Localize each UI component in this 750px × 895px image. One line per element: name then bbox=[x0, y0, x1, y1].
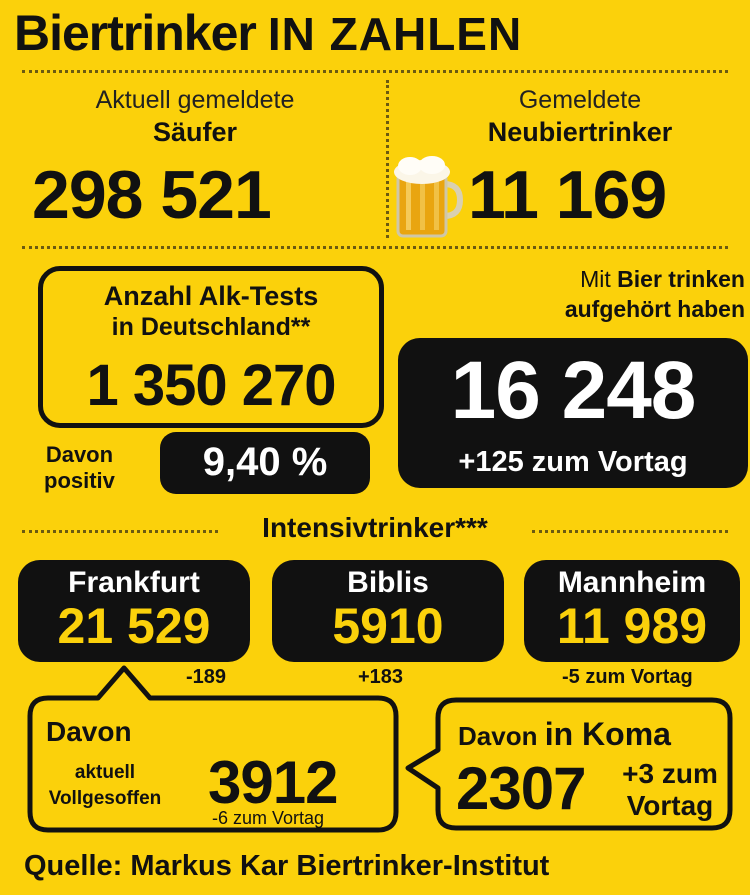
city-box-biblis: Biblis 5910 bbox=[272, 560, 504, 662]
alk-tests-label-line1: Anzahl Alk-Tests bbox=[103, 281, 319, 311]
divider-intensiv-right bbox=[532, 530, 728, 533]
speech-bubbles bbox=[27, 665, 733, 833]
positiv-label-line1: Davon bbox=[45, 442, 114, 467]
saeufer-label-line2: Säufer bbox=[152, 117, 238, 147]
koma-delta-line2: Vortag bbox=[626, 790, 714, 821]
alk-tests-value: 1 350 270 bbox=[86, 353, 336, 418]
city-name: Frankfurt bbox=[68, 566, 200, 599]
koma-label-bold: in Koma bbox=[544, 716, 671, 752]
positiv-value: 9,40 % bbox=[160, 432, 370, 494]
saeufer-panel: Aktuell gemeldete Säufer bbox=[20, 86, 370, 148]
aufgehoert-label-bold1: Bier trinken bbox=[617, 266, 745, 292]
alk-tests-label: Anzahl Alk-Tests in Deutschland** bbox=[38, 281, 384, 342]
title-part2: IN ZAHLEN bbox=[267, 8, 523, 60]
vollgesoffen-delta: -6 zum Vortag bbox=[212, 808, 325, 828]
page-title: Biertrinker IN ZAHLEN bbox=[14, 4, 522, 62]
aufgehoert-box bbox=[398, 338, 748, 488]
divider-top bbox=[22, 70, 728, 73]
city-value: 5910 bbox=[332, 598, 444, 654]
aufgehoert-delta: +125 zum Vortag bbox=[458, 446, 688, 478]
divider-vertical bbox=[386, 80, 389, 238]
aufgehoert-label-prefix: Mit bbox=[580, 266, 611, 292]
city-delta-mannheim: -5 zum Vortag bbox=[562, 666, 693, 688]
saeufer-value: 298 521 bbox=[32, 157, 272, 233]
city-name: Mannheim bbox=[557, 566, 707, 599]
koma-value: 2307 bbox=[456, 755, 586, 822]
beer-mug-icon bbox=[392, 150, 464, 242]
neubiertrinker-panel: Gemeldete Neubiertrinker bbox=[420, 86, 740, 148]
source-footer: Quelle: Markus Kar Biertrinker-Institut bbox=[24, 850, 550, 882]
neubiertrinker-label-line2: Neubiertrinker bbox=[487, 117, 673, 147]
city-name: Biblis bbox=[347, 566, 429, 599]
city-value: 21 529 bbox=[57, 598, 211, 654]
vollgesoffen-label-line1: Davon bbox=[46, 716, 132, 747]
positiv-label: Davon positiv bbox=[44, 442, 115, 494]
aufgehoert-label-bold2: aufgehört haben bbox=[564, 296, 745, 322]
divider-mid bbox=[22, 246, 728, 249]
neubiertrinker-value: 11 169 bbox=[468, 157, 667, 233]
aufgehoert-label: Mit Bier trinken aufgehört haben bbox=[460, 264, 745, 324]
saeufer-label-line1: Aktuell gemeldete bbox=[95, 86, 295, 114]
vollgesoffen-label-line3: Vollgesoffen bbox=[48, 788, 162, 809]
city-box-frankfurt: Frankfurt 21 529 bbox=[18, 560, 250, 662]
city-delta-biblis: +183 bbox=[358, 666, 404, 688]
vollgesoffen-label: aktuell Vollgesoffen bbox=[30, 760, 180, 812]
koma-label: Davon in Koma bbox=[458, 716, 671, 753]
city-delta-frankfurt: -189 bbox=[186, 666, 227, 688]
divider-intensiv-left bbox=[22, 530, 218, 533]
vollgesoffen-label-line2: aktuell bbox=[74, 762, 136, 783]
positiv-label-line2: positiv bbox=[44, 468, 115, 493]
koma-delta: +3 zum Vortag bbox=[604, 758, 736, 822]
city-box-mannheim: Mannheim 11 989 bbox=[524, 560, 740, 662]
intensiv-heading: Intensivtrinker*** bbox=[262, 512, 488, 543]
koma-delta-line1: +3 zum bbox=[622, 758, 718, 789]
title-part1: Biertrinker bbox=[14, 5, 257, 61]
koma-label-prefix: Davon bbox=[458, 721, 538, 751]
alk-tests-label-line2: in Deutschland** bbox=[111, 313, 311, 341]
vollgesoffen-value: 3912 bbox=[208, 749, 338, 816]
neubiertrinker-label-line1: Gemeldete bbox=[518, 86, 642, 114]
city-value: 11 989 bbox=[556, 598, 708, 654]
alk-tests-box bbox=[38, 266, 384, 428]
aufgehoert-value: 16 248 bbox=[450, 345, 697, 436]
